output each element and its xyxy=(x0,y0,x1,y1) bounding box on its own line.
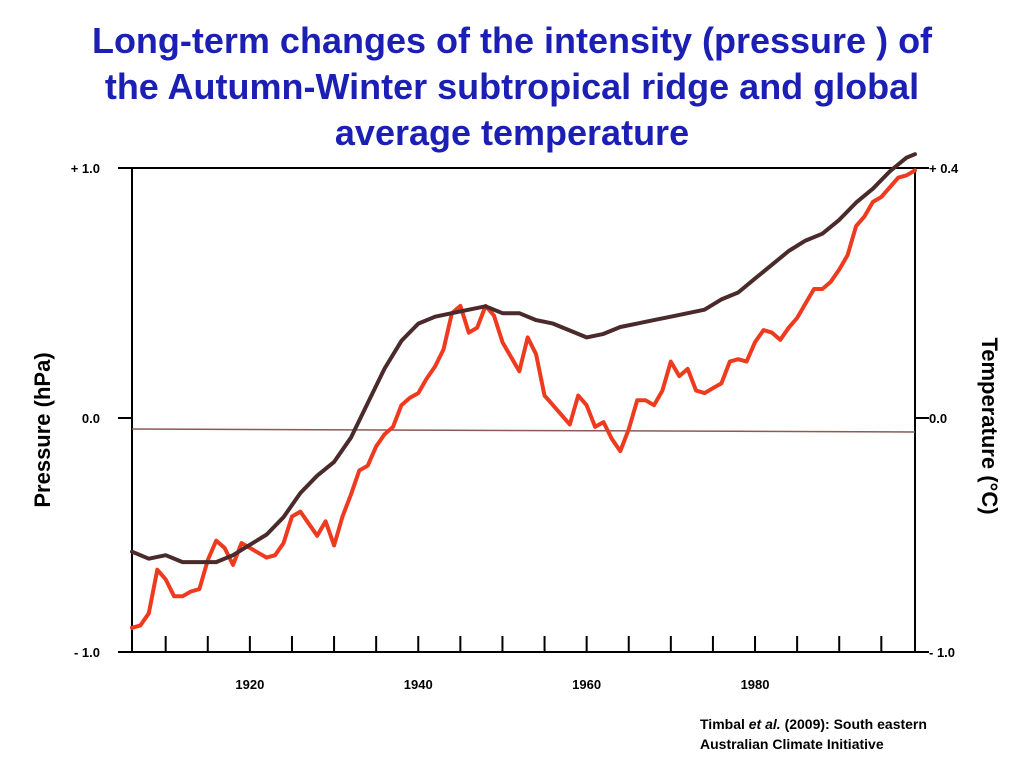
citation: Timbal et al. (2009): South eastern Aust… xyxy=(700,714,927,754)
citation-line-1: Timbal et al. (2009): South eastern xyxy=(700,714,927,734)
plot-frame xyxy=(131,167,916,653)
temperature-series-line xyxy=(130,152,917,565)
title-line-1: Long-term changes of the intensity (pres… xyxy=(91,20,933,61)
citation-etal: et al. xyxy=(748,716,781,732)
left-y-tick-label: - 1.0 xyxy=(74,645,100,660)
title-line-2: the Autumn-Winter subtropical ridge and … xyxy=(104,66,920,107)
right-y-tick-label: - 1.0 xyxy=(929,645,955,660)
citation-line-2: Australian Climate Initiative xyxy=(700,736,884,752)
plot-area: + 1.0 + 0.4 0.0 0.0 - 1.0 - 1.0 1920 1940 1960 19… xyxy=(30,152,1002,692)
left-y-tick-label: 0.0 xyxy=(82,411,100,426)
title-line-3: average temperature xyxy=(334,112,690,153)
zero-line xyxy=(131,428,916,433)
left-y-tick-label: + 1.0 xyxy=(71,161,100,176)
citation-rest: (2009): South eastern xyxy=(784,716,927,732)
x-tick-label: 1980 xyxy=(741,677,770,692)
x-tick-label: 1960 xyxy=(572,677,601,692)
x-tick-label: 1920 xyxy=(235,677,264,692)
citation-author: Timbal xyxy=(700,716,745,732)
right-axis-title: Temperature (°C) xyxy=(977,337,1002,514)
chart-title: Long-term changes of the intensity (pres… xyxy=(0,18,1024,156)
right-y-tick-label: 0.0 xyxy=(929,411,947,426)
right-y-tick-label: + 0.4 xyxy=(929,161,959,176)
pressure-series-line xyxy=(130,168,917,630)
x-tick-label: 1940 xyxy=(404,677,433,692)
left-axis-title: Pressure (hPa) xyxy=(30,352,55,507)
